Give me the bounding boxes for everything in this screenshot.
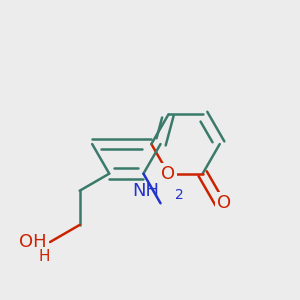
Text: NH: NH — [132, 182, 159, 200]
Text: 2: 2 — [176, 188, 184, 202]
Text: OH: OH — [20, 233, 47, 251]
Text: H: H — [38, 249, 50, 264]
Text: O: O — [161, 165, 176, 183]
Text: O: O — [217, 194, 231, 212]
